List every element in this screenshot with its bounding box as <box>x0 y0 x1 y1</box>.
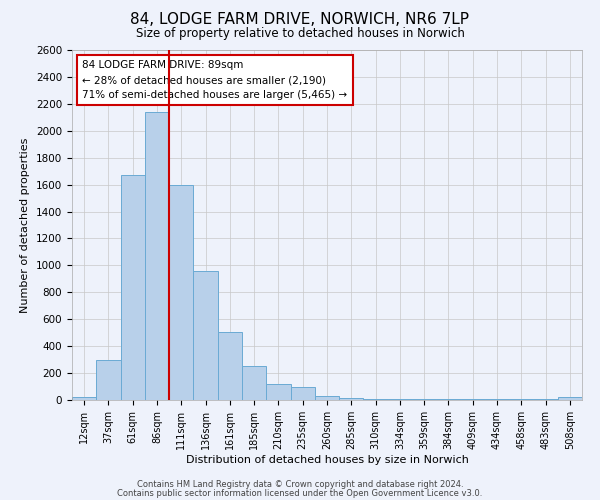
Bar <box>193 271 218 400</box>
Text: 84 LODGE FARM DRIVE: 89sqm
← 28% of detached houses are smaller (2,190)
71% of s: 84 LODGE FARM DRIVE: 89sqm ← 28% of deta… <box>82 60 347 100</box>
Text: 84, LODGE FARM DRIVE, NORWICH, NR6 7LP: 84, LODGE FARM DRIVE, NORWICH, NR6 7LP <box>131 12 470 28</box>
Text: Size of property relative to detached houses in Norwich: Size of property relative to detached ho… <box>136 28 464 40</box>
Text: Contains public sector information licensed under the Open Government Licence v3: Contains public sector information licen… <box>118 488 482 498</box>
Bar <box>315 396 339 400</box>
Y-axis label: Number of detached properties: Number of detached properties <box>20 138 31 312</box>
Bar <box>72 398 96 400</box>
Bar <box>266 384 290 400</box>
Bar <box>169 184 193 400</box>
Bar <box>96 360 121 400</box>
Bar <box>121 175 145 400</box>
Bar <box>145 112 169 400</box>
Bar <box>242 366 266 400</box>
Text: Contains HM Land Registry data © Crown copyright and database right 2024.: Contains HM Land Registry data © Crown c… <box>137 480 463 489</box>
Bar <box>339 398 364 400</box>
Bar <box>218 332 242 400</box>
X-axis label: Distribution of detached houses by size in Norwich: Distribution of detached houses by size … <box>185 454 469 464</box>
Bar <box>290 387 315 400</box>
Bar <box>558 398 582 400</box>
